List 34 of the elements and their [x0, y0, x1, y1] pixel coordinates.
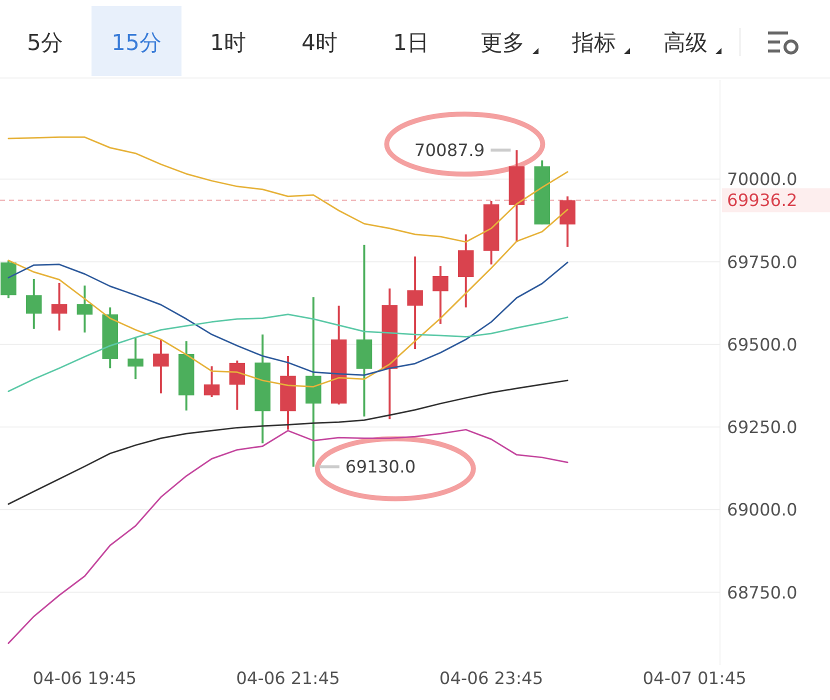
candlestick [76, 284, 93, 334]
candlestick [128, 336, 144, 380]
candlestick [51, 282, 68, 332]
y-tick-label: 70000.0 [727, 170, 798, 190]
y-tick-label: 69250.0 [727, 418, 798, 438]
y-tick-label: 69500.0 [727, 335, 798, 356]
ref-line-label: 69936.2 [727, 191, 798, 212]
candlestick [407, 255, 423, 350]
annotation: 70087.9 [414, 141, 485, 162]
line-series [8, 428, 568, 644]
y-tick-label: 69000.0 [727, 500, 798, 521]
candlestick [432, 265, 448, 325]
text: 1时 [210, 31, 246, 56]
x-tick-label: 04-06 21:45 [236, 669, 340, 689]
candlestick [229, 360, 246, 411]
text: 5分 [27, 31, 63, 56]
text: 指标 [571, 31, 616, 56]
line-series [8, 380, 568, 505]
line-series [8, 136, 568, 243]
text: 1日 [393, 31, 429, 56]
x-tick-label: 04-06 23:45 [439, 669, 544, 689]
annotation: 69130.0 [345, 458, 416, 478]
candlestick [26, 278, 42, 330]
text: 更多 [480, 31, 524, 56]
text: 15分 [112, 31, 162, 56]
text: 高级 [664, 31, 708, 56]
y-tick-label: 69750.0 [727, 252, 798, 273]
candlestick [204, 365, 220, 398]
candlestick [153, 338, 169, 394]
x-tick-label: 04-06 19:45 [32, 669, 137, 689]
y-tick-label: 68750.0 [727, 583, 798, 604]
text: 4时 [302, 31, 338, 56]
x-tick-label: 04-07 01:45 [642, 669, 746, 689]
line-series [8, 314, 568, 392]
